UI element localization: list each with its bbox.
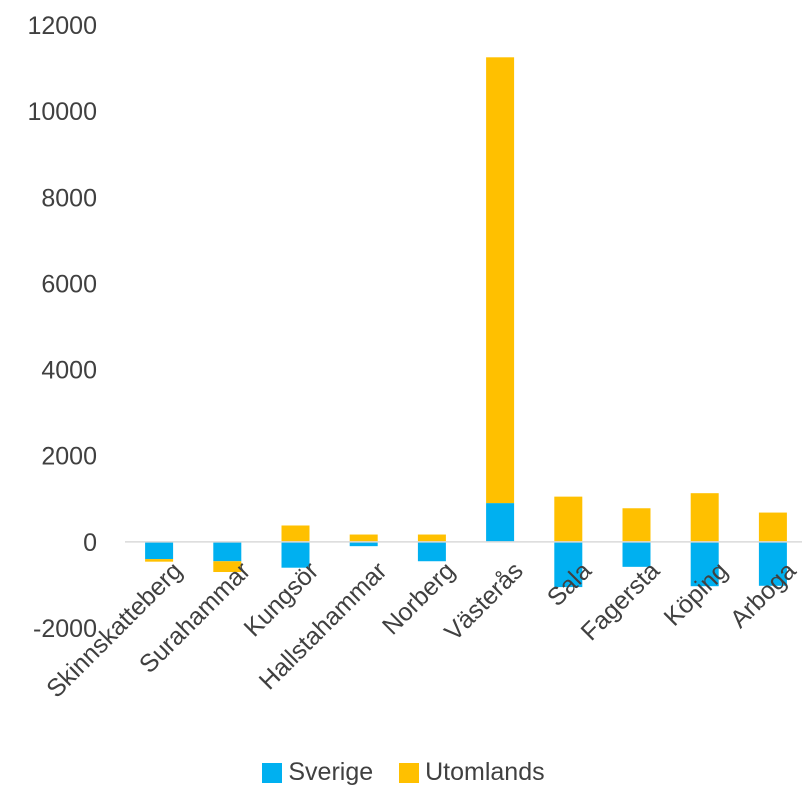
bar-sverige bbox=[486, 503, 515, 542]
y-tick-label: 8000 bbox=[41, 184, 97, 212]
y-tick-label: 10000 bbox=[27, 98, 97, 126]
bar-sverige bbox=[281, 541, 310, 568]
bar-utomlands bbox=[349, 534, 378, 542]
bar-utomlands bbox=[486, 57, 515, 504]
bar-utomlands bbox=[417, 534, 446, 542]
bar-utomlands bbox=[145, 559, 174, 562]
y-axis-labels: -2000 0 2000 4000 6000 8000 10000 12000 bbox=[27, 12, 97, 643]
bar-utomlands bbox=[622, 508, 651, 542]
legend-swatch-series-0 bbox=[262, 762, 283, 783]
bar-sverige bbox=[349, 541, 378, 547]
x-category-label: Sala bbox=[542, 557, 597, 612]
bar-sverige bbox=[690, 541, 719, 587]
bar-sverige bbox=[758, 541, 787, 586]
bar-sverige bbox=[213, 541, 242, 562]
bar-utomlands bbox=[281, 525, 310, 542]
bar-sverige bbox=[417, 541, 446, 562]
y-tick-label: -2000 bbox=[33, 615, 97, 643]
y-tick-label: 12000 bbox=[27, 12, 97, 40]
bar-sverige bbox=[145, 541, 174, 560]
y-tick-label: 2000 bbox=[41, 443, 97, 471]
bar-utomlands bbox=[690, 493, 719, 542]
legend-item-series-0: Sverige bbox=[262, 758, 373, 787]
chart-canvas: -2000 0 2000 4000 6000 8000 10000 12000 Skinnsk… bbox=[27, 12, 802, 704]
legend-label-series-1: Utomlands bbox=[425, 758, 545, 786]
legend-swatch-series-1 bbox=[399, 762, 420, 783]
legend: Sverige Utomlands bbox=[0, 758, 807, 787]
y-tick-label: 0 bbox=[83, 529, 97, 557]
bar-utomlands bbox=[758, 512, 787, 542]
y-tick-label: 4000 bbox=[41, 357, 97, 385]
bar-utomlands bbox=[213, 561, 242, 573]
bars bbox=[145, 57, 787, 588]
bar-utomlands bbox=[554, 496, 583, 542]
y-tick-label: 6000 bbox=[41, 270, 97, 298]
legend-label-series-0: Sverige bbox=[288, 758, 374, 786]
x-axis-labels: SkinnskattebergSurahammarKungsörHallstah… bbox=[41, 557, 801, 704]
bar-sverige bbox=[554, 541, 583, 588]
legend-item-series-1: Utomlands bbox=[399, 758, 545, 787]
bar-sverige bbox=[622, 541, 651, 567]
